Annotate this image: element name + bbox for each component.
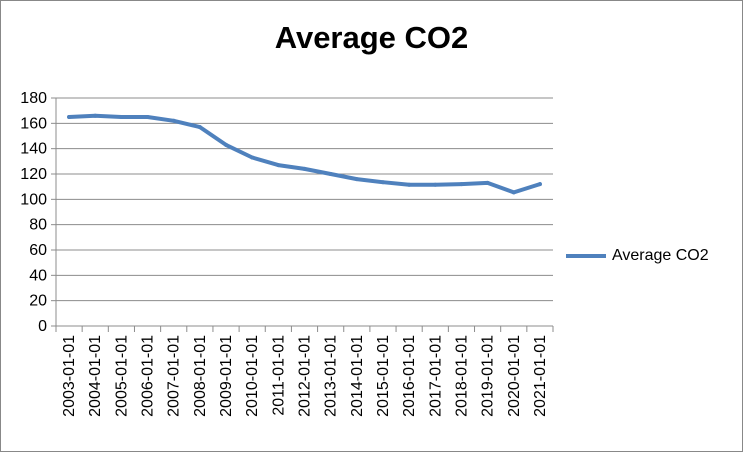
data-point bbox=[224, 142, 229, 147]
x-tick-label: 2013-01-01 bbox=[323, 335, 340, 417]
data-point bbox=[302, 166, 307, 171]
data-point bbox=[171, 118, 176, 123]
x-tick-label: 2006-01-01 bbox=[140, 335, 157, 417]
series-line-average-co2 bbox=[67, 113, 542, 195]
x-tick-label: 2018-01-01 bbox=[453, 335, 470, 417]
x-tick-label: 2011-01-01 bbox=[270, 335, 287, 416]
x-tick-label: 2016-01-01 bbox=[401, 335, 418, 417]
x-tick-label: 2012-01-01 bbox=[297, 335, 314, 417]
x-tick-label: 2014-01-01 bbox=[349, 335, 366, 417]
data-point bbox=[380, 180, 385, 185]
x-tick-label: 2010-01-01 bbox=[244, 335, 261, 417]
x-tick-label: 2020-01-01 bbox=[506, 335, 523, 417]
y-tick-label: 120 bbox=[20, 166, 47, 183]
legend-label: Average CO2 bbox=[612, 247, 709, 264]
x-tick-label: 2019-01-01 bbox=[480, 335, 497, 417]
y-tick-label: 0 bbox=[38, 318, 47, 335]
y-tick-label: 80 bbox=[29, 217, 47, 234]
x-tick-label: 2005-01-01 bbox=[113, 335, 130, 417]
data-point bbox=[197, 125, 202, 130]
data-point bbox=[328, 172, 333, 176]
data-point bbox=[433, 182, 438, 187]
y-tick-label: 40 bbox=[29, 267, 47, 284]
data-point bbox=[276, 163, 281, 168]
data-point bbox=[119, 115, 124, 119]
x-tick-label: 2009-01-01 bbox=[218, 335, 235, 417]
y-tick-label: 140 bbox=[20, 141, 47, 158]
x-tick-label: 2021-01-01 bbox=[532, 335, 549, 417]
x-tick-label: 2008-01-01 bbox=[192, 335, 209, 417]
x-tick-label: 2004-01-01 bbox=[87, 335, 104, 417]
data-point bbox=[93, 113, 98, 118]
data-point bbox=[459, 182, 464, 187]
legend: Average CO2 bbox=[566, 247, 709, 265]
data-point bbox=[67, 115, 72, 119]
x-tick-label: 2007-01-01 bbox=[166, 335, 183, 417]
x-tick-label: 2015-01-01 bbox=[375, 335, 392, 417]
y-tick-label: 20 bbox=[29, 293, 47, 310]
data-point bbox=[250, 155, 255, 160]
data-point bbox=[145, 115, 150, 119]
x-tick-label: 2003-01-01 bbox=[61, 335, 78, 417]
legend-swatch bbox=[566, 254, 606, 258]
y-tick-label: 60 bbox=[29, 242, 47, 259]
x-tick-label: 2017-01-01 bbox=[427, 335, 444, 417]
y-tick-label: 100 bbox=[20, 191, 47, 208]
data-point bbox=[354, 177, 359, 182]
data-point bbox=[485, 180, 490, 185]
data-point bbox=[407, 182, 412, 187]
data-point bbox=[511, 190, 516, 195]
data-point bbox=[537, 182, 542, 187]
chart-title: Average CO2 bbox=[274, 20, 469, 55]
y-tick-label: 180 bbox=[20, 90, 47, 107]
y-tick-label: 160 bbox=[20, 115, 47, 132]
